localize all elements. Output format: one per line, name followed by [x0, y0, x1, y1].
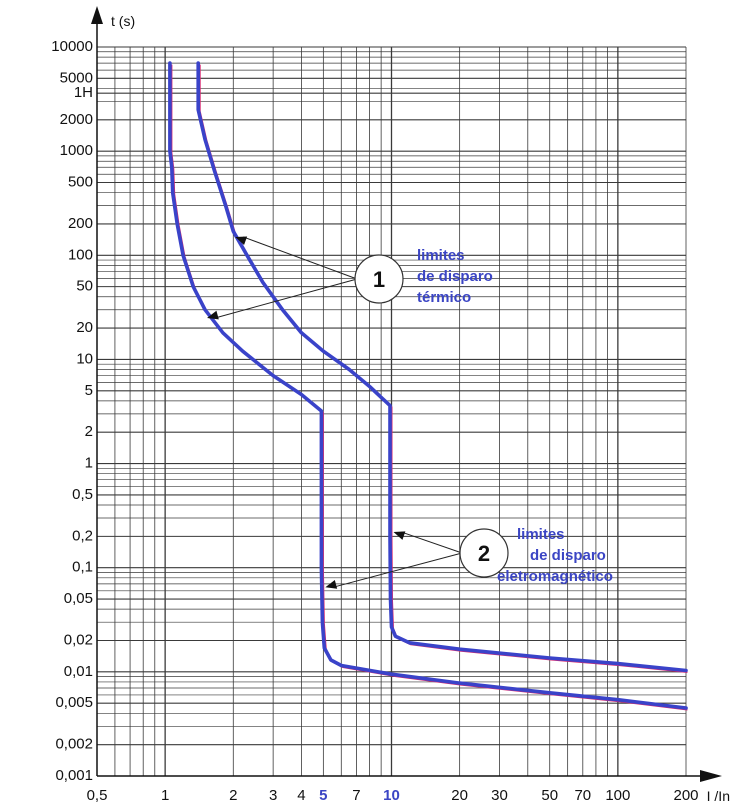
annotation-text: de disparo: [530, 547, 606, 564]
y-tick-label: 0,1: [72, 559, 93, 576]
y-tick-label: 50: [76, 278, 93, 295]
x-tick-label: 100: [605, 787, 630, 804]
y-tick-label: 0,05: [64, 590, 93, 607]
trip-curve-1: [168, 61, 688, 710]
annotation-text: térmico: [417, 289, 471, 306]
annotation-text: de disparo: [417, 268, 493, 285]
annotation-text: eletromagnético: [497, 568, 613, 585]
x-tick-label: 10: [383, 787, 400, 804]
y-tick-label: 0,001: [55, 767, 93, 784]
curves: [168, 61, 688, 711]
x-tick-label: 70: [574, 787, 591, 804]
annotation-leader: [333, 552, 463, 588]
x-tick-label: 4: [297, 787, 305, 804]
y-tick-label: 2: [85, 423, 93, 440]
x-tick-label: 5: [319, 787, 327, 804]
x-tick-label: 30: [491, 787, 508, 804]
y-tick-label: 200: [68, 215, 93, 232]
x-tick-label: 0,5: [87, 787, 108, 804]
annotation-marker: [459, 528, 509, 578]
annotation-text: limites: [417, 247, 465, 264]
y-tick-label: 0,02: [64, 632, 93, 649]
y-tick-label: 10: [76, 350, 93, 367]
annotations: 1 limites de disparo térmico 2 limites de disp…: [207, 236, 613, 589]
annotation-number: 1: [373, 267, 385, 292]
trip-curve-2: [196, 61, 688, 673]
x-tick-label: 20: [451, 787, 468, 804]
y-tick-label: 0,002: [55, 736, 93, 753]
x-tick-label: 7: [352, 787, 360, 804]
annotation-arrow-icon: [325, 580, 338, 589]
annotation-leader: [243, 236, 358, 280]
y-tick-label: 10000: [51, 38, 93, 55]
annotation-arrow-icon: [235, 236, 248, 245]
annotation-leader: [401, 531, 463, 554]
x-tick-label: 50: [541, 787, 558, 804]
annotation-leader: [214, 278, 358, 319]
y-tick-label: 0,5: [72, 486, 93, 503]
y-tick-label: 5: [85, 382, 93, 399]
x-tick-label: 3: [269, 787, 277, 804]
y-tick-label: 0,005: [55, 694, 93, 711]
x-tick-label: 200: [673, 787, 698, 804]
y-axis-arrow-icon: [91, 6, 103, 24]
y-tick-label: 0,2: [72, 527, 93, 544]
x-axis-arrow-icon: [700, 770, 722, 782]
annotation-marker: [354, 254, 404, 304]
x-tick-label: 2: [229, 787, 237, 804]
y-tick-label: 20: [76, 319, 93, 336]
grid: [96, 46, 687, 777]
y-tick-label: 5000: [60, 69, 93, 86]
annotation-arrow-icon: [207, 310, 219, 320]
axes: [91, 6, 722, 782]
y-tick-label: 500: [68, 173, 93, 190]
y-axis-title: t (s): [111, 13, 135, 29]
y-tick-label: 100: [68, 246, 93, 263]
y-tick-label: 2000: [60, 111, 93, 128]
y-tick-label: 1H: [74, 84, 93, 101]
annotation-arrow-icon: [393, 531, 406, 540]
x-axis-title: I /In: [707, 788, 730, 804]
annotation-number: 2: [478, 541, 490, 566]
y-tick-label: 1000: [60, 142, 93, 159]
y-tick-label: 1: [85, 455, 93, 472]
tick-labels: t (s)I /In1000050001H2000100050020010050…: [51, 13, 730, 804]
y-tick-label: 0,01: [64, 663, 93, 680]
x-tick-label: 1: [161, 787, 169, 804]
annotation-text: limites: [517, 526, 565, 543]
